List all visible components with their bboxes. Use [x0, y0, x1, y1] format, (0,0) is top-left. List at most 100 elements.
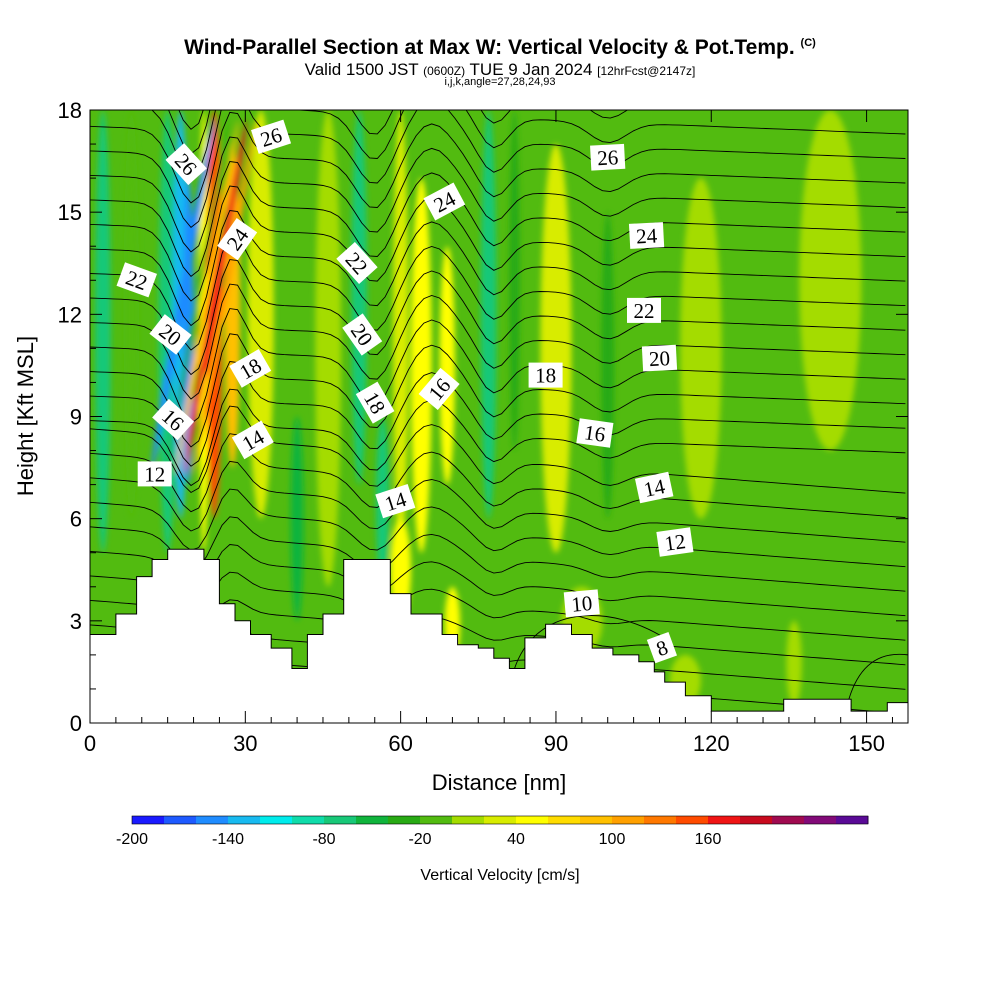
w-core: [175, 120, 239, 475]
colorbar-swatch: [484, 816, 517, 824]
contour-label-bg: [336, 241, 378, 284]
w-band: [439, 246, 455, 485]
colorbar-swatch: [580, 816, 613, 824]
contour-label-bg: [528, 362, 563, 388]
theta-contour: [150, 110, 906, 180]
theta-contour: [90, 571, 906, 641]
colorbar-swatch: [324, 816, 357, 824]
theta-contour: [90, 283, 906, 400]
colorbar-label: Vertical Velocity [cm/s]: [420, 867, 579, 884]
colorbar-swatch: [676, 816, 709, 824]
theta-contour: [90, 433, 906, 519]
y-tick-label: 9: [70, 405, 82, 430]
x-tick-label: 90: [544, 731, 568, 756]
w-band: [680, 178, 722, 519]
contour-label-bg: [563, 589, 600, 618]
w-band: [540, 144, 572, 553]
colorbar-swatch: [804, 816, 837, 824]
colorbar-tick-label: -80: [312, 831, 335, 848]
contour-label: 18: [528, 362, 563, 388]
contour-label-bg: [634, 471, 674, 504]
colorbar-swatch: [164, 816, 197, 824]
x-tick-label: 0: [84, 731, 96, 756]
theta-contour: [90, 0, 905, 80]
chart-title: Wind-Parallel Section at Max W: Vertical…: [0, 36, 1000, 60]
contour-label: 24: [628, 222, 665, 249]
w-band: [247, 110, 274, 519]
contour-label-bg: [641, 344, 678, 372]
contour-label-bg: [149, 314, 192, 355]
colorbar-swatch: [644, 816, 677, 824]
theta-contour: [90, 405, 906, 494]
theta-contour: [90, 544, 906, 617]
colorbar-swatch: [612, 816, 645, 824]
contour-label-text: 26: [597, 145, 619, 170]
contour-label: 10: [563, 589, 600, 618]
theta-contour: [845, 653, 908, 712]
contour-label-bg: [116, 262, 158, 298]
y-tick-label: 6: [70, 507, 82, 532]
colorbar-swatch: [356, 816, 389, 824]
contour-label-bg: [165, 143, 207, 186]
y-tick-label: 18: [58, 98, 82, 123]
theta-contour: [90, 516, 906, 592]
contour-label-bg: [590, 143, 626, 171]
theta-contour: [90, 460, 906, 543]
theta-contour: [90, 0, 905, 105]
colorbar-swatch: [292, 816, 325, 824]
theta-contour: [90, 210, 906, 327]
contour-label: 26: [590, 143, 626, 171]
colorbar: -200 -140 -80 -20 40 100 160: [116, 815, 869, 848]
colorbar-swatch: [772, 816, 805, 824]
contour-label-bg: [375, 483, 416, 519]
contour-label: 8: [646, 631, 678, 664]
contour-label-bg: [231, 420, 274, 460]
w-band: [786, 620, 802, 706]
theta-contour: [90, 599, 906, 666]
w-core: [183, 120, 247, 475]
contour-label-text: 18: [535, 364, 556, 388]
chart-title-text: Wind-Parallel Section at Max W: Vertical…: [184, 36, 795, 59]
theta-contour: [90, 161, 906, 278]
w-core: [150, 120, 214, 475]
w-band: [95, 110, 111, 553]
contour-label: 14: [634, 471, 674, 504]
theta-contour: [90, 388, 906, 487]
colorbar-swatch: [452, 816, 485, 824]
contour-label: 12: [656, 527, 694, 557]
colorbar-swatch: [132, 816, 165, 824]
contour-label-bg: [342, 313, 383, 356]
valid-time-label: Valid 1500 JST: [304, 60, 424, 79]
colorbar-swatch: [836, 816, 869, 824]
contour-label: 16: [576, 418, 614, 448]
contour-label: 20: [641, 344, 678, 372]
contour-label-bg: [576, 418, 614, 448]
x-tick-label: 30: [233, 731, 257, 756]
theta-contour: [90, 259, 906, 376]
axes: 0 30 60 90 120 150 0 3 6 9 12 15 18: [58, 98, 908, 756]
colorbar-tick-label: -140: [212, 831, 244, 848]
colorbar-swatch: [740, 816, 773, 824]
y-axis-label: Height [Kft MSL]: [13, 336, 38, 496]
colorbar-tick-label: -20: [408, 831, 431, 848]
w-band: [509, 110, 520, 451]
theta-contour: [90, 488, 906, 568]
contour-label-text: 20: [648, 346, 670, 371]
contour-label-bg: [418, 367, 460, 411]
contour-label-text: 24: [635, 223, 658, 248]
valid-date: TUE 9 Jan 2024: [465, 60, 598, 79]
colorbar-swatch: [228, 816, 261, 824]
colorbar-swatch: [708, 816, 741, 824]
copyright-mark: (C): [800, 37, 816, 49]
section-indices: i,j,k,angle=27,28,24,93: [444, 76, 556, 88]
x-tick-label: 150: [848, 731, 885, 756]
w-band: [123, 110, 140, 519]
w-band: [410, 178, 432, 553]
colorbar-frame: [131, 815, 869, 825]
contour-label: 12: [137, 461, 172, 487]
contour-label-text: 12: [663, 529, 687, 556]
colorbar-swatch: [196, 816, 229, 824]
contour-label-bg: [229, 349, 272, 388]
contour-label-bg: [646, 631, 678, 664]
